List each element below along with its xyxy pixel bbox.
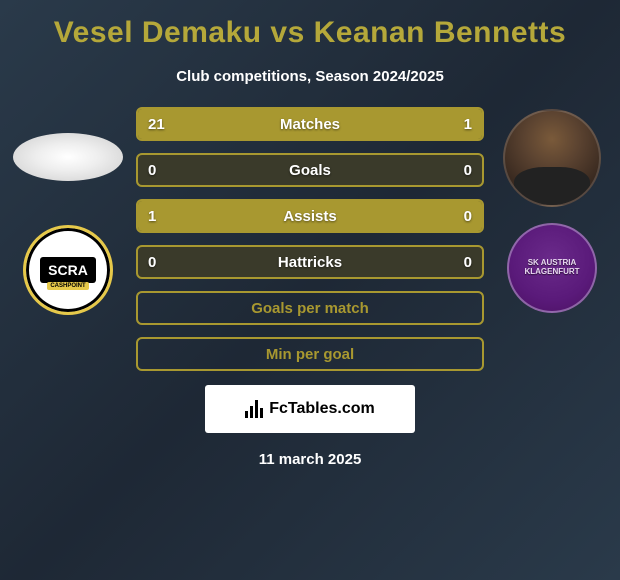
right-column: SK AUSTRIA KLAGENFURT (492, 107, 612, 313)
stat-label: Matches (138, 116, 482, 133)
stat-bar-assists: 10Assists (136, 199, 484, 233)
stat-bar-matches: 211Matches (136, 107, 484, 141)
stat-bar-hattricks: 00Hattricks (136, 245, 484, 279)
page-title: Vesel Demaku vs Keanan Bennetts (54, 16, 566, 50)
branding-text: FcTables.com (269, 400, 375, 418)
stat-label: Hattricks (138, 254, 482, 271)
stat-bar-goals: 00Goals (136, 153, 484, 187)
comparison-card: Vesel Demaku vs Keanan Bennetts Club com… (0, 0, 620, 480)
stat-label: Min per goal (138, 346, 482, 363)
date-text: 11 march 2025 (259, 451, 362, 468)
body-row: SCRA CASHPOINT 211Matches 00Goals 10Assist… (8, 107, 612, 371)
player-photo-right (503, 109, 601, 207)
club-sub-left: CASHPOINT (47, 282, 88, 290)
stat-label: Assists (138, 208, 482, 225)
stats-column: 211Matches 00Goals 10Assists 00Hattricks Goa… (128, 107, 492, 371)
stat-bar-min-per-goal: Min per goal (136, 337, 484, 371)
club-logo-right: SK AUSTRIA KLAGENFURT (507, 223, 597, 313)
club-line1-right: SK AUSTRIA (528, 258, 577, 267)
stat-label: Goals (138, 162, 482, 179)
club-text-right: SK AUSTRIA KLAGENFURT (524, 259, 579, 277)
club-line2-right: KLAGENFURT (524, 267, 579, 276)
branding-badge: FcTables.com (205, 385, 415, 433)
club-code-left: SCRA (40, 257, 96, 283)
left-column: SCRA CASHPOINT (8, 107, 128, 315)
stat-label: Goals per match (138, 300, 482, 317)
club-logo-left: SCRA CASHPOINT (23, 225, 113, 315)
subtitle: Club competitions, Season 2024/2025 (176, 68, 444, 85)
branding-icon (245, 400, 263, 418)
player-photo-left (13, 133, 123, 181)
stat-bar-goals-per-match: Goals per match (136, 291, 484, 325)
